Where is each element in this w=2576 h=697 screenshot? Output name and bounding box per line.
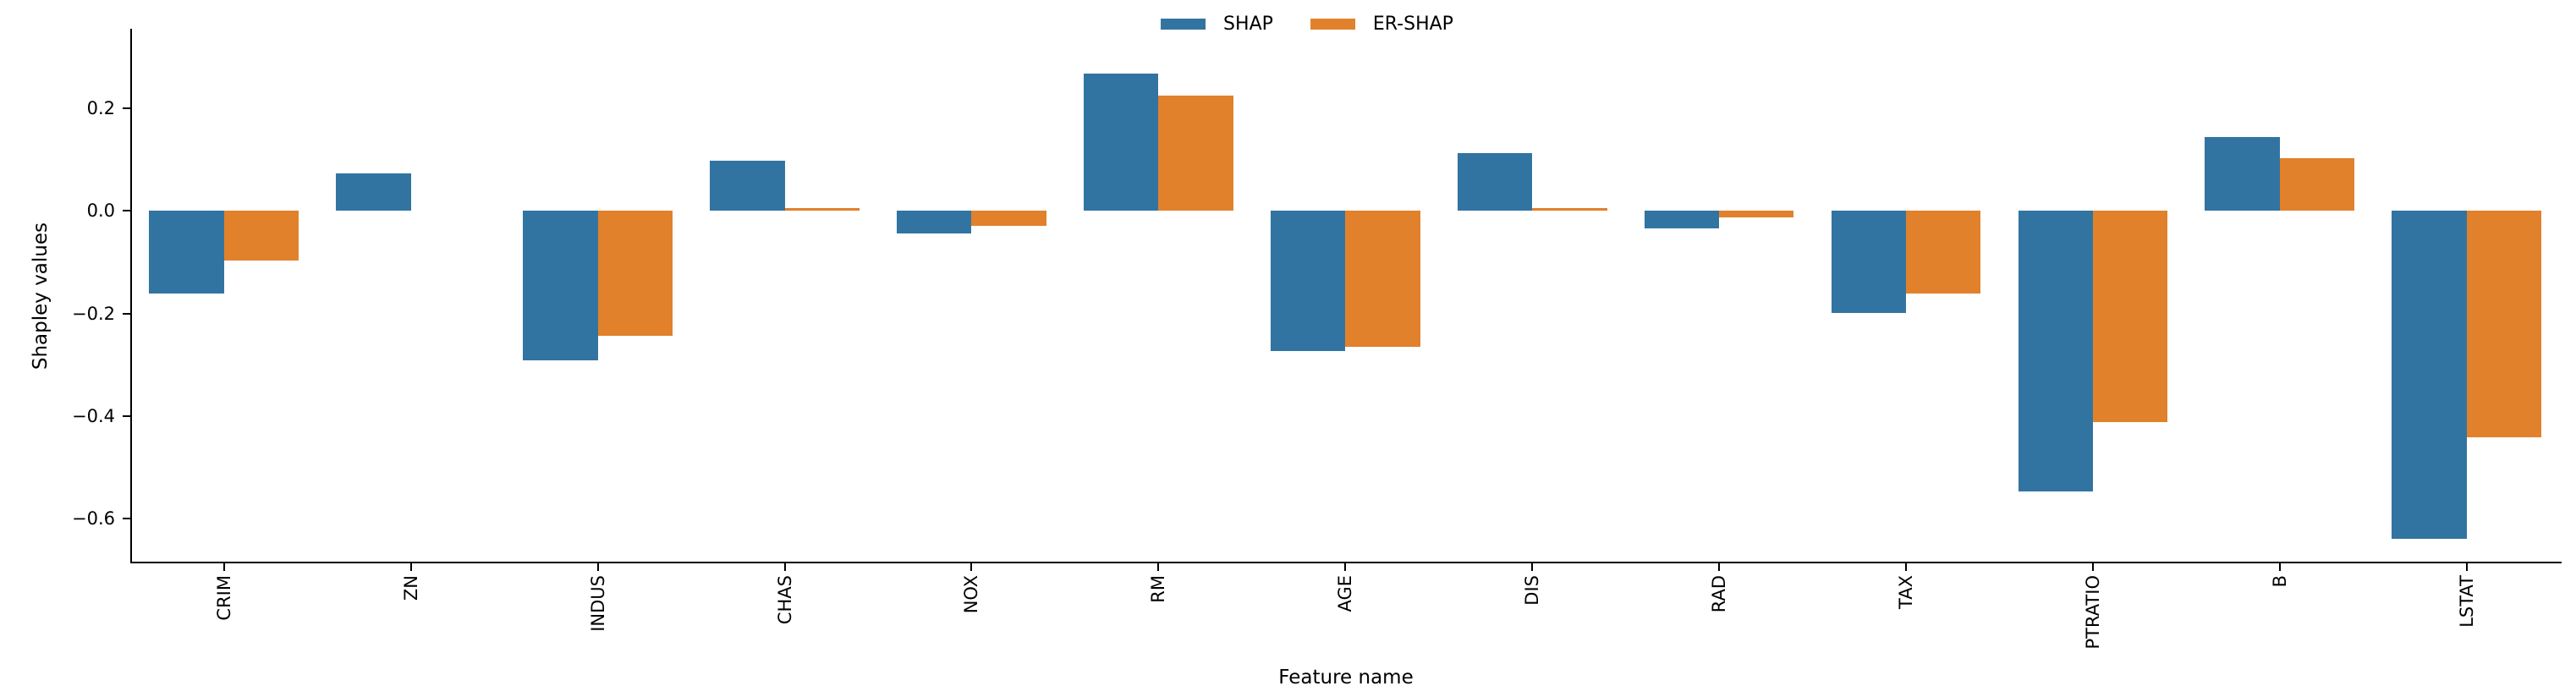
bar-TAX-SHAP xyxy=(1831,211,1907,313)
y-tick-0.2 xyxy=(123,107,130,110)
x-tick-label-INDUS: INDUS xyxy=(587,575,608,632)
x-tick-label-LSTAT: LSTAT xyxy=(2456,575,2477,628)
x-tick-label-CRIM: CRIM xyxy=(213,575,234,621)
bar-RAD-ER-SHAP xyxy=(1719,211,1794,218)
x-tick-CHAS xyxy=(783,563,786,571)
x-axis-label: Feature name xyxy=(1278,667,1414,689)
y-tick-−0.6 xyxy=(123,517,130,519)
x-tick-TAX xyxy=(1905,563,1908,571)
legend-item-ER-SHAP: ER-SHAP xyxy=(1310,14,1453,35)
x-tick-label-RAD: RAD xyxy=(1709,575,1730,613)
bar-CRIM-ER-SHAP xyxy=(223,211,299,261)
y-tick-label-0.0: 0.0 xyxy=(86,200,115,222)
legend: SHAP ER-SHAP xyxy=(1161,14,1453,35)
bar-LSTAT-SHAP xyxy=(2392,211,2467,539)
y-axis-label: Shapley values xyxy=(30,222,52,370)
bar-B-SHAP xyxy=(2205,137,2280,211)
x-tick-label-CHAS: CHAS xyxy=(774,575,795,625)
y-tick-label-−0.4: −0.4 xyxy=(72,405,115,426)
x-tick-AGE xyxy=(1344,563,1347,571)
x-axis-spine xyxy=(130,562,2562,563)
y-tick-label-−0.2: −0.2 xyxy=(72,303,115,324)
bar-NOX-ER-SHAP xyxy=(971,211,1046,226)
x-tick-DIS xyxy=(1531,563,1534,571)
x-tick-label-RM: RM xyxy=(1148,575,1169,603)
x-tick-NOX xyxy=(970,563,973,571)
x-tick-ZN xyxy=(409,563,412,571)
y-tick-−0.4 xyxy=(123,414,130,417)
y-tick-label-0.2: 0.2 xyxy=(86,98,115,119)
x-tick-PTRATIO xyxy=(2091,563,2094,571)
bar-RM-SHAP xyxy=(1084,73,1159,211)
x-tick-label-DIS: DIS xyxy=(1522,575,1543,606)
x-tick-label-PTRATIO: PTRATIO xyxy=(2082,575,2103,650)
bar-NOX-SHAP xyxy=(897,211,972,233)
x-tick-B xyxy=(2278,563,2281,571)
bar-PTRATIO-SHAP xyxy=(2018,211,2093,491)
bar-LSTAT-ER-SHAP xyxy=(2466,211,2542,437)
y-tick-label-−0.6: −0.6 xyxy=(72,508,115,529)
legend-item-SHAP: SHAP xyxy=(1161,14,1273,35)
x-tick-label-B: B xyxy=(2269,575,2290,588)
x-tick-RAD xyxy=(1718,563,1721,571)
legend-swatch-ER-SHAP xyxy=(1310,19,1355,30)
bar-TAX-ER-SHAP xyxy=(1906,211,1981,294)
bar-AGE-ER-SHAP xyxy=(1345,211,1420,347)
bar-DIS-ER-SHAP xyxy=(1532,207,1607,211)
legend-label-ER-SHAP: ER-SHAP xyxy=(1372,14,1453,35)
bar-CRIM-SHAP xyxy=(149,211,224,294)
bar-ZN-SHAP xyxy=(336,173,411,211)
x-tick-RM xyxy=(1157,563,1160,571)
x-tick-label-TAX: TAX xyxy=(1896,575,1917,609)
x-tick-CRIM xyxy=(222,563,225,571)
bar-DIS-SHAP xyxy=(1457,152,1533,211)
y-tick-0.0 xyxy=(123,210,130,212)
bar-AGE-SHAP xyxy=(1270,211,1346,351)
legend-label-SHAP: SHAP xyxy=(1223,14,1273,35)
bar-INDUS-ER-SHAP xyxy=(597,211,673,336)
y-axis-spine xyxy=(130,29,132,563)
legend-swatch-SHAP xyxy=(1161,19,1206,30)
bar-PTRATIO-ER-SHAP xyxy=(2092,211,2168,422)
bar-CHAS-ER-SHAP xyxy=(784,208,860,211)
bar-B-ER-SHAP xyxy=(2279,157,2355,211)
x-tick-INDUS xyxy=(596,563,599,571)
bar-RM-ER-SHAP xyxy=(1158,95,1233,211)
x-tick-label-ZN: ZN xyxy=(400,575,421,601)
y-tick-−0.2 xyxy=(123,312,130,315)
bar-CHAS-SHAP xyxy=(710,160,785,211)
bar-RAD-SHAP xyxy=(1644,211,1720,228)
x-tick-LSTAT xyxy=(2465,563,2468,571)
x-tick-label-NOX: NOX xyxy=(961,575,982,614)
x-tick-label-AGE: AGE xyxy=(1335,575,1356,612)
bar-INDUS-SHAP xyxy=(523,211,598,360)
